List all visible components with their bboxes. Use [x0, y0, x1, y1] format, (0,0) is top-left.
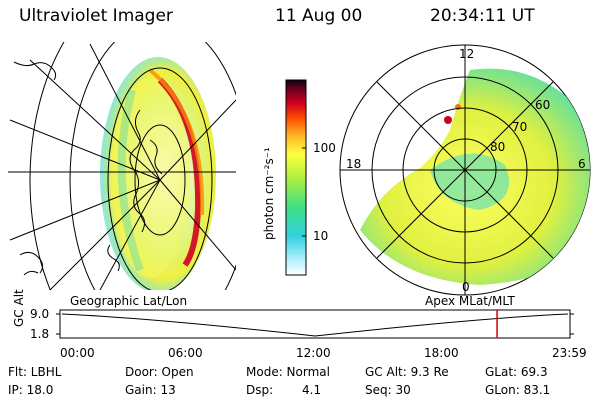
- seq-info: Seq: 30: [365, 383, 411, 397]
- colorbar: [285, 79, 307, 276]
- timeline-ytick-9: 9.0: [30, 307, 50, 321]
- gain-info: Gain: 13: [125, 383, 176, 397]
- mode-info: Mode: Normal: [246, 365, 330, 379]
- gc-alt-info: GC Alt: 9.3 Re: [365, 365, 449, 379]
- mlat-label-60: 60: [535, 98, 551, 112]
- timeline-xtick-1200: 12:00: [296, 346, 331, 360]
- dsp-label: Dsp:: [246, 383, 274, 397]
- timeline-xtick-1800: 18:00: [424, 346, 459, 360]
- dsp-value: 4.1: [302, 383, 322, 397]
- mlt-label-12: 12: [459, 47, 475, 61]
- glon-info: GLon: 83.1: [485, 383, 551, 397]
- mlat-label-70: 70: [512, 120, 528, 134]
- timeline-ytick-1_8: 1.8: [30, 327, 50, 341]
- geographic-panel: [8, 42, 236, 290]
- mlt-label-6: 6: [578, 157, 586, 171]
- timeline-xtick-0600: 06:00: [168, 346, 203, 360]
- polar-panel: [339, 44, 591, 296]
- colorbar-tick-10: 10: [313, 229, 329, 243]
- observation-time: 20:34:11 UT: [430, 6, 535, 26]
- mlt-label-0: 0: [462, 280, 470, 294]
- altitude-timeline: [56, 309, 574, 339]
- timeline-xtick-0000: 00:00: [60, 346, 95, 360]
- timeline-xtick-2359: 23:59: [552, 346, 587, 360]
- altitude-curve: [61, 313, 569, 337]
- mlt-label-18: 18: [346, 157, 362, 171]
- observation-date: 11 Aug 00: [275, 6, 363, 26]
- filter-info: Flt: LBHL: [8, 365, 62, 379]
- ip-info: IP: 18.0: [8, 383, 54, 397]
- lat-lon-grid: [8, 42, 236, 290]
- polar-panel-label: Apex MLat/MLT: [425, 294, 515, 308]
- timeline-axis-label: GC Alt: [12, 289, 26, 327]
- glat-info: GLat: 69.3: [485, 365, 548, 379]
- colorbar-tick-100: 100: [313, 141, 336, 155]
- coastline: [13, 61, 163, 276]
- instrument-title: Ultraviolet Imager: [19, 6, 173, 26]
- mlat-grid: [340, 45, 590, 295]
- door-info: Door: Open: [125, 365, 194, 379]
- geo-panel-label: Geographic Lat/Lon: [70, 294, 188, 308]
- colorbar-unit-label: photon cm⁻²s⁻¹: [262, 147, 276, 240]
- mlat-label-80: 80: [490, 140, 506, 154]
